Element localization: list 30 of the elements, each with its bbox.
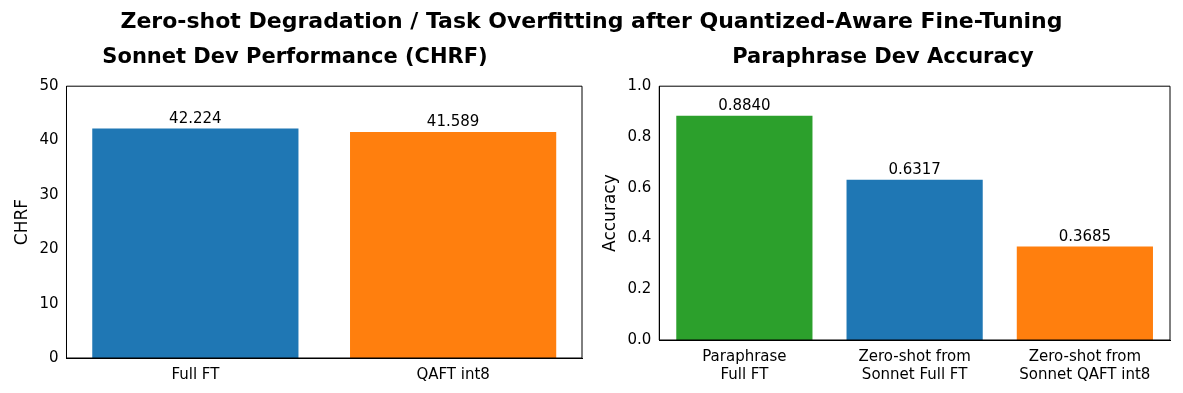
y-tick-label: 0.2	[627, 279, 652, 298]
x-tick-label: Zero-shot from Sonnet Full FT	[858, 346, 971, 383]
y-tick-label: 0.4	[627, 228, 652, 247]
data-label: 41.589	[426, 112, 480, 131]
chart-title: Sonnet Dev Performance (CHRF)	[102, 44, 488, 69]
y-axis-title: Accuracy	[598, 174, 619, 252]
data-label: 42.224	[169, 108, 222, 127]
bar	[1016, 246, 1153, 340]
y-tick-label: 20	[39, 239, 59, 258]
y-tick-label: 50	[39, 76, 59, 95]
x-tick-label: Full FT	[171, 364, 221, 383]
text: Zero-shot Degradation / Task Overfitting after Quantized-Aware Fine-Tuning	[119, 8, 1064, 33]
y-tick-label: 0	[48, 347, 59, 366]
chart-title: Paraphrase Dev Accuracy	[732, 44, 1035, 69]
y-tick-label: 30	[39, 184, 59, 203]
y-tick-label: 0.0	[627, 329, 652, 348]
y-tick-label: 1.0	[627, 76, 652, 95]
data-label: 0.8840	[718, 96, 771, 115]
data-label: 0.3685	[1058, 226, 1112, 245]
y-tick-label: 0.6	[627, 177, 652, 196]
y-axis-title: CHRF	[10, 198, 31, 246]
y-tick-label: 40	[39, 130, 59, 149]
bar	[676, 115, 813, 340]
x-tick-label: Zero-shot from Sonnet QAFT int8	[1019, 346, 1151, 383]
x-tick-label: Paraphrase Full FT	[702, 346, 787, 383]
bar	[846, 179, 983, 340]
x-tick-label: QAFT int8	[416, 364, 490, 383]
y-tick-label: 10	[39, 293, 59, 312]
y-tick-label: 0.8	[627, 126, 652, 145]
data-label: 0.6317	[888, 160, 941, 179]
